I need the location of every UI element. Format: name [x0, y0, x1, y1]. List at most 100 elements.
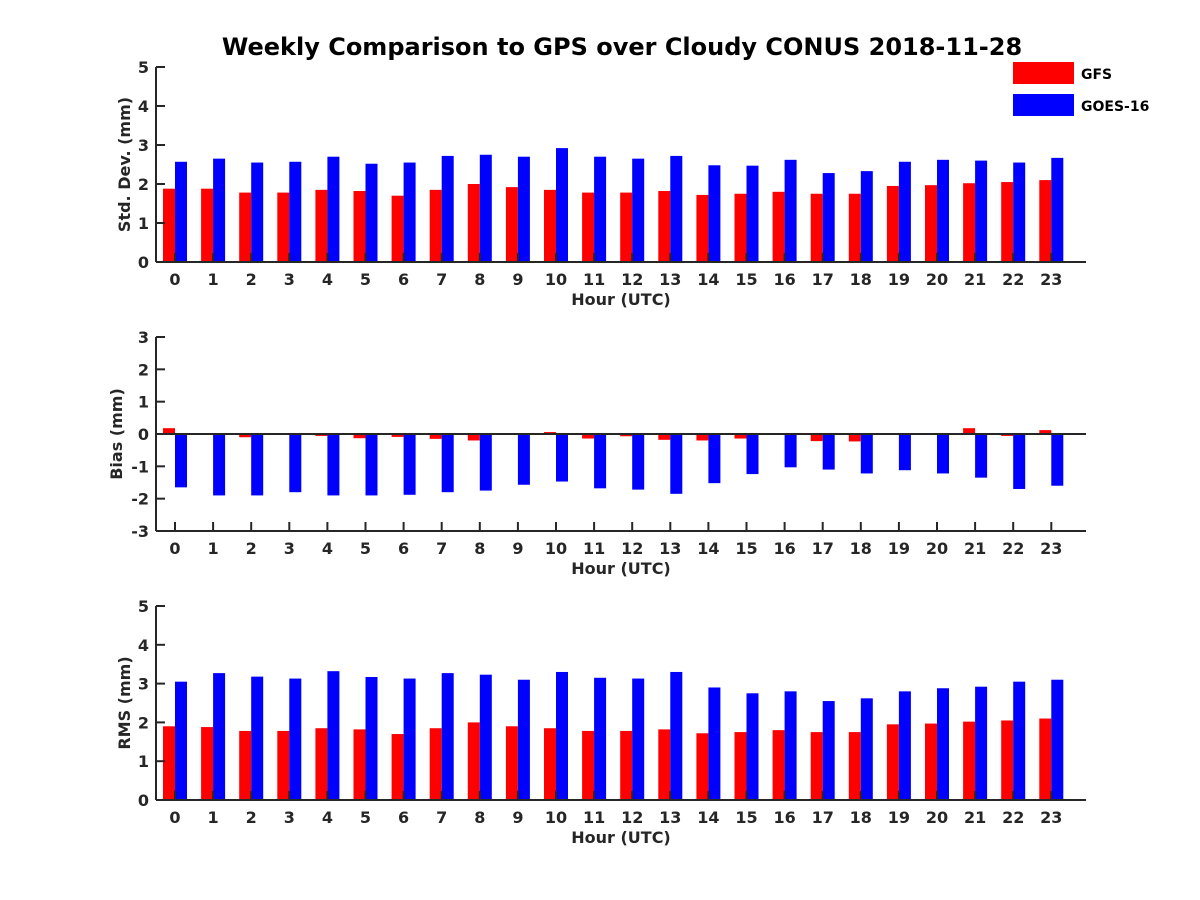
bias-ytick-label: 3	[138, 328, 149, 347]
bias-bar-goes-16-h20	[937, 434, 949, 474]
bias-xtick-label: 20	[926, 539, 948, 558]
std-dev-bar-goes-16-h19	[898, 161, 911, 262]
rms-bar-gfs-h22	[1001, 720, 1014, 800]
bias-bar-gfs-h2	[239, 434, 252, 438]
std-dev-bar-goes-16-h11	[594, 156, 607, 262]
bias-xtick-label: 21	[964, 539, 986, 558]
std-dev-bar-gfs-h16	[772, 191, 785, 262]
bias-xtick-label: 2	[246, 539, 257, 558]
std-dev-xtick-label: 10	[545, 270, 567, 289]
std-dev-xtick-label: 4	[322, 270, 333, 289]
rms-bar-goes-16-h9	[517, 679, 530, 800]
std-dev-bar-goes-16-h23	[1051, 157, 1064, 262]
bias-bar-goes-16-h3	[289, 434, 302, 493]
std-dev-bar-gfs-h14	[696, 194, 709, 262]
std-dev-bar-gfs-h23	[1039, 180, 1052, 262]
bias-bar-gfs-h13	[658, 434, 671, 440]
std-dev-bar-gfs-h18	[848, 193, 861, 262]
std-dev-bar-gfs-h5	[353, 191, 366, 262]
bias-ytick-label: 1	[138, 393, 149, 412]
bias-bar-gfs-h8	[467, 434, 480, 441]
bias-ytick-label: -2	[131, 490, 149, 509]
std-dev-bar-goes-16-h4	[327, 156, 340, 262]
std-dev-bar-goes-16-h7	[441, 155, 454, 262]
bias-xtick-label: 0	[169, 539, 180, 558]
bias-bar-goes-16-h10	[556, 434, 568, 482]
rms-bar-goes-16-h10	[556, 671, 568, 800]
bias-bar-goes-16-h5	[365, 434, 378, 496]
bias-xtick-label: 16	[773, 539, 795, 558]
bias-xtick-label: 22	[1002, 539, 1024, 558]
rms-xtick-label: 10	[545, 808, 567, 827]
rms-bar-gfs-h4	[315, 728, 328, 800]
std-dev-bar-goes-16-h6	[403, 162, 416, 262]
bias-bar-goes-16-h1	[213, 434, 226, 496]
rms-ytick-label: 1	[138, 752, 149, 771]
rms-bar-goes-16-h23	[1051, 679, 1064, 800]
std-dev-bar-gfs-h19	[886, 185, 899, 262]
std-dev-xtick-label: 23	[1040, 270, 1062, 289]
bias-bar-goes-16-h16	[784, 434, 797, 468]
std-dev-bar-goes-16-h15	[746, 165, 759, 262]
rms-bar-goes-16-h11	[594, 677, 607, 800]
std-dev-xtick-label: 15	[735, 270, 757, 289]
std-dev-xtick-label: 11	[583, 270, 605, 289]
std-dev-bar-goes-16-h20	[937, 159, 949, 262]
bias-bar-goes-16-h4	[327, 434, 340, 496]
bias-bar-goes-16-h7	[441, 434, 454, 493]
rms-ytick-label: 5	[138, 597, 149, 616]
bias-bar-gfs-h21	[963, 428, 976, 434]
std-dev-xtick-label: 8	[474, 270, 485, 289]
rms-bar-goes-16-h18	[860, 698, 873, 800]
bias-xtick-label: 1	[208, 539, 219, 558]
std-dev-xtick-label: 13	[659, 270, 681, 289]
std-dev-ytick-label: 3	[138, 136, 149, 155]
bias-xtick-label: 19	[888, 539, 910, 558]
rms-x-axis-label: Hour (UTC)	[571, 828, 671, 847]
rms-bar-gfs-h19	[886, 724, 899, 800]
rms-bar-goes-16-h6	[403, 678, 416, 800]
bias-xtick-label: 23	[1040, 539, 1062, 558]
bias-xtick-label: 14	[697, 539, 719, 558]
std-dev-bar-goes-16-h8	[479, 154, 492, 262]
bias-ytick-label: 0	[138, 425, 149, 444]
bias-bar-goes-16-h15	[746, 434, 759, 475]
std-dev-xtick-label: 9	[512, 270, 523, 289]
std-dev-bar-gfs-h2	[239, 192, 252, 262]
chart-title: Weekly Comparison to GPS over Cloudy CON…	[222, 33, 1022, 61]
bias-xtick-label: 17	[812, 539, 834, 558]
rms-bar-goes-16-h19	[898, 691, 911, 800]
rms-bar-goes-16-h12	[632, 678, 645, 800]
std-dev-bar-gfs-h1	[201, 188, 214, 262]
rms-bar-goes-16-h16	[784, 691, 797, 800]
rms-bar-gfs-h0	[163, 726, 175, 800]
bias-xtick-label: 3	[284, 539, 295, 558]
bias-bar-gfs-h15	[734, 434, 747, 439]
bias-ytick-label: 2	[138, 360, 149, 379]
rms-bar-goes-16-h20	[937, 688, 949, 800]
bias-bar-goes-16-h21	[975, 434, 988, 478]
rms-bar-gfs-h2	[239, 730, 252, 800]
bias-bar-goes-16-h17	[822, 434, 835, 470]
std-dev-x-axis-label: Hour (UTC)	[571, 290, 671, 309]
bias-bar-gfs-h18	[848, 434, 861, 442]
bias-bar-gfs-h6	[391, 434, 404, 437]
std-dev-bar-gfs-h3	[277, 192, 290, 262]
rms-bar-goes-16-h8	[479, 674, 492, 800]
std-dev-bar-gfs-h6	[391, 195, 404, 262]
std-dev-xtick-label: 20	[926, 270, 948, 289]
std-dev-bar-gfs-h10	[544, 189, 556, 262]
rms-xtick-label: 9	[512, 808, 523, 827]
rms-bar-gfs-h14	[696, 733, 709, 800]
rms-ytick-label: 4	[138, 636, 149, 655]
std-dev-bar-goes-16-h18	[860, 171, 873, 262]
std-dev-xtick-label: 1	[208, 270, 219, 289]
std-dev-bar-gfs-h13	[658, 191, 671, 262]
rms-bar-gfs-h9	[505, 726, 518, 800]
std-dev-bar-goes-16-h0	[175, 161, 187, 262]
rms-xtick-label: 12	[621, 808, 643, 827]
rms-xtick-label: 4	[322, 808, 333, 827]
std-dev-bar-goes-16-h14	[708, 165, 721, 262]
